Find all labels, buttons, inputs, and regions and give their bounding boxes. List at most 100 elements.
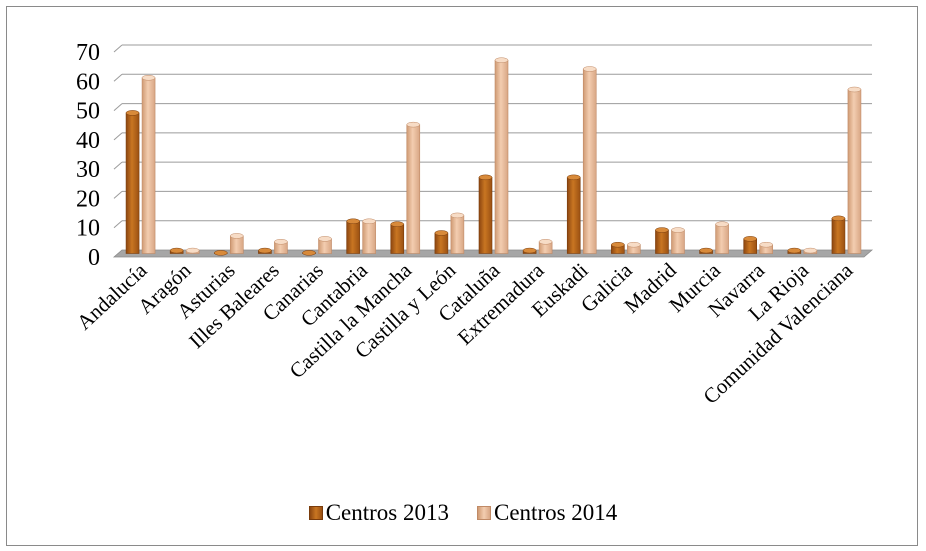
bar-cap <box>390 221 405 227</box>
bar-2013-9 <box>522 247 537 254</box>
bar-cap <box>434 230 449 236</box>
bar-cap <box>450 212 465 219</box>
legend-label-2014: Centros 2014 <box>494 500 618 525</box>
y-tick-label: 60 <box>76 69 100 95</box>
bar-2014-10 <box>582 66 597 254</box>
legend-swatch-2014 <box>477 506 491 520</box>
bar-2013-4 <box>302 250 316 256</box>
y-tick-label: 40 <box>76 128 100 154</box>
bar-2013-0 <box>125 110 140 254</box>
bar-2013-14 <box>743 236 758 254</box>
bar-body <box>362 220 376 254</box>
bar-body <box>434 232 449 254</box>
bar-cap <box>582 66 597 72</box>
gridlines <box>113 44 872 229</box>
bar-2013-6 <box>390 221 405 254</box>
bar-cap <box>125 110 140 116</box>
bar-cap <box>787 247 802 254</box>
bar-body <box>125 112 140 254</box>
bar-cap <box>743 236 757 242</box>
bar-2013-15 <box>787 247 802 254</box>
bar-2013-3 <box>258 247 272 254</box>
bars <box>125 57 862 256</box>
bar-2014-15 <box>803 247 818 254</box>
bar-2013-13 <box>699 247 713 254</box>
gridline-depth <box>113 73 123 82</box>
gridline-depth <box>113 161 123 170</box>
bar-2013-7 <box>434 230 449 254</box>
bar-2013-1 <box>169 247 184 254</box>
bar-2013-10 <box>566 174 581 254</box>
bar-2014-11 <box>627 241 641 254</box>
bar-body <box>141 77 156 254</box>
bar-2014-2 <box>229 233 244 254</box>
bar-body <box>671 229 685 254</box>
gridline-depth <box>113 103 123 111</box>
chart-floor <box>112 249 874 258</box>
bar-2013-12 <box>655 227 669 254</box>
y-tick-label: 10 <box>76 216 100 242</box>
bar-cap <box>274 239 288 245</box>
legend-item-centros-2013: Centros 2013 <box>308 500 449 526</box>
gridline-depth <box>113 44 123 53</box>
legend-label-2013: Centros 2013 <box>325 500 449 525</box>
bar-2014-13 <box>715 221 729 254</box>
bar-2014-4 <box>318 236 332 254</box>
bar-cap <box>302 250 316 256</box>
bar-cap <box>611 241 625 248</box>
bar-body <box>655 229 669 254</box>
bar-body <box>450 215 465 254</box>
bar-2013-11 <box>611 241 625 254</box>
bar-cap <box>214 250 228 256</box>
bar-cap <box>169 247 184 254</box>
bar-cap <box>538 239 553 245</box>
bar-body <box>831 218 846 254</box>
bar-body <box>390 223 405 254</box>
bar-cap <box>566 174 581 181</box>
bar-2014-8 <box>494 57 509 254</box>
bar-cap <box>141 75 156 81</box>
gridline-depth <box>113 132 123 141</box>
bar-cap <box>478 174 493 181</box>
bar-2013-5 <box>346 218 360 254</box>
bar-2014-14 <box>759 241 774 254</box>
bar-body <box>847 89 862 254</box>
bar-cap <box>185 247 200 254</box>
y-tick-label: 30 <box>76 157 100 183</box>
bar-2014-7 <box>450 212 465 254</box>
bar-2014-9 <box>538 239 553 254</box>
bar-cap <box>627 241 641 248</box>
bar-2014-0 <box>141 75 156 254</box>
bar-cap <box>230 233 244 239</box>
bar-2014-6 <box>406 121 421 254</box>
bar-cap <box>318 236 332 242</box>
bar-body <box>566 177 581 254</box>
y-tick-label: 70 <box>76 40 100 66</box>
chart-frame <box>6 6 918 546</box>
bar-cap <box>759 241 773 248</box>
legend-item-centros-2014: Centros 2014 <box>477 500 617 526</box>
bar-cap <box>671 227 685 233</box>
bar-cap <box>847 86 862 93</box>
bar-body <box>346 220 360 254</box>
bar-2014-3 <box>274 239 288 254</box>
bar-body <box>406 124 421 254</box>
bar-cap <box>258 247 272 254</box>
bar-cap <box>655 227 669 233</box>
bar-2013-8 <box>478 174 493 254</box>
bar-body <box>715 223 729 254</box>
bar-body <box>494 59 509 254</box>
bar-cap <box>803 247 818 254</box>
bar-cap <box>346 218 360 225</box>
bar-cap <box>699 247 713 254</box>
y-axis-ticks: 0 10 20 30 40 50 60 70 <box>76 40 100 271</box>
y-tick-label: 20 <box>76 186 100 212</box>
legend: Centros 2013 Centros 2014 <box>0 500 926 526</box>
bar-2014-16 <box>847 86 862 254</box>
bar-cap <box>831 215 846 222</box>
chart-floor-plane <box>112 249 874 258</box>
bar-body <box>582 68 597 254</box>
bar-cap <box>522 247 537 254</box>
